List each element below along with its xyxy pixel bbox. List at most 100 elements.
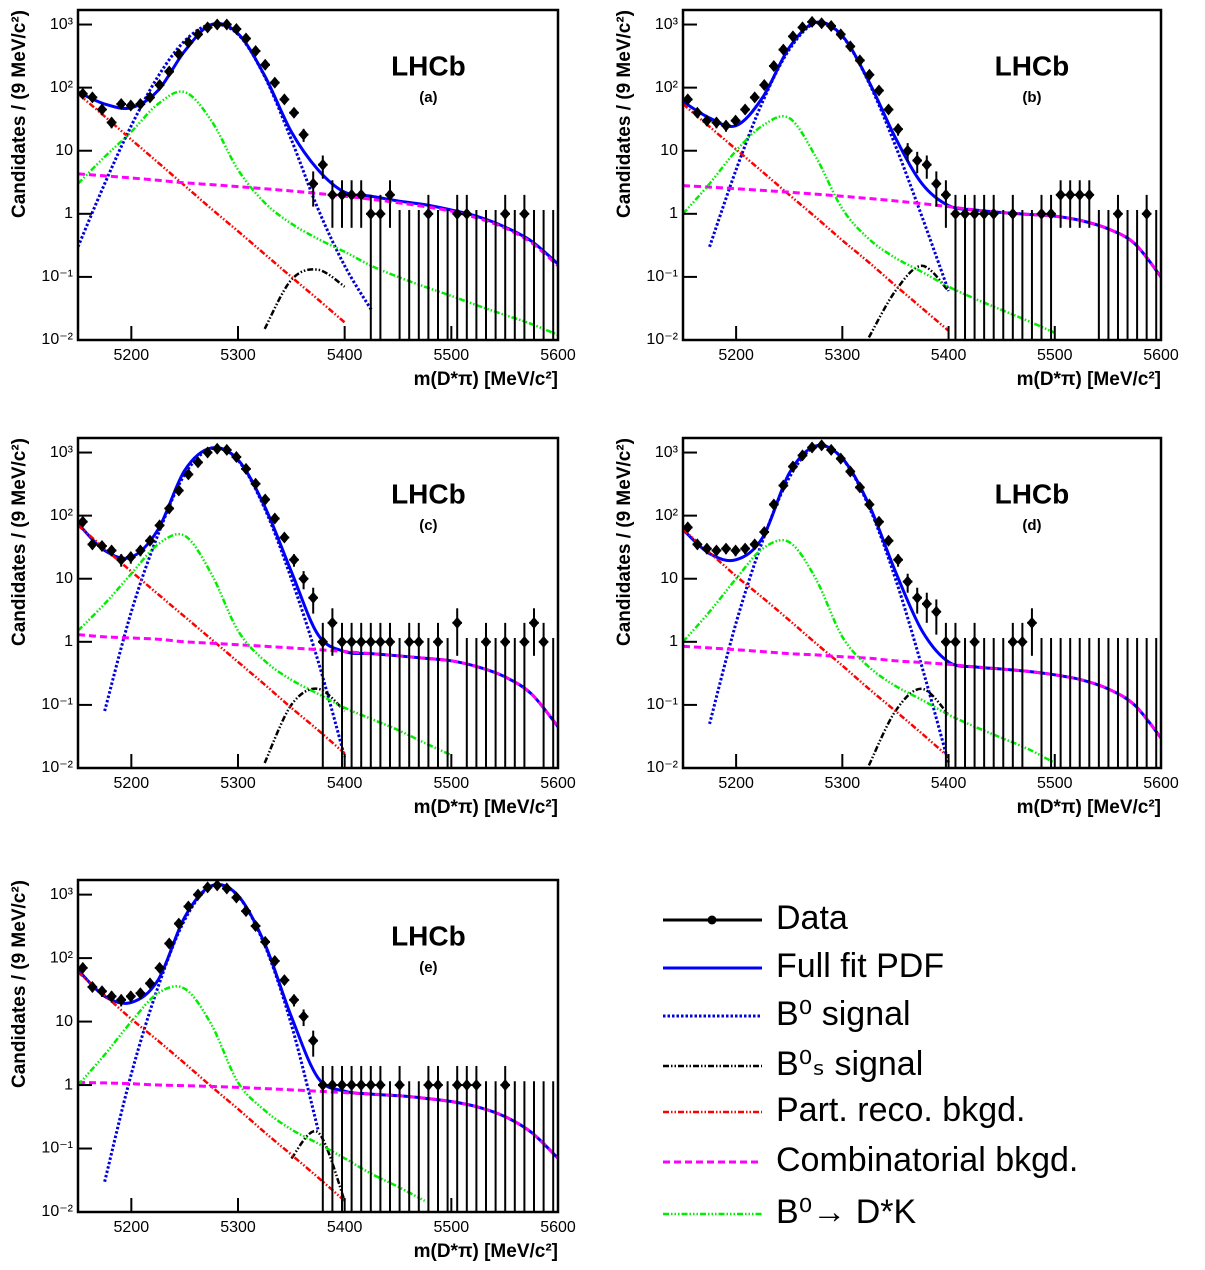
legend-label: Data	[776, 899, 848, 937]
plot-area	[683, 439, 1161, 768]
data-point	[116, 98, 127, 111]
data-point	[721, 542, 732, 555]
data-point	[692, 106, 703, 119]
data-point	[327, 188, 338, 201]
x-tick-label: 5600	[1143, 775, 1179, 792]
x-tick-label: 5300	[220, 775, 256, 792]
fit-curve	[78, 1080, 558, 1160]
data-point	[298, 572, 309, 585]
panel-label: (a)	[419, 89, 437, 106]
data-point	[912, 591, 923, 604]
data-point	[241, 32, 251, 45]
data-point	[279, 531, 290, 544]
x-tick-label: 5500	[434, 347, 470, 364]
x-tick-label: 5200	[114, 347, 150, 364]
fit-curve	[78, 90, 558, 337]
data-point	[1026, 616, 1037, 629]
data-point	[1141, 207, 1152, 220]
x-tick-label: 5200	[114, 775, 150, 792]
data-point	[1074, 188, 1085, 201]
data-point	[461, 1079, 472, 1092]
axes-frame	[76, 878, 560, 1214]
axes-frame	[76, 436, 560, 770]
data-point	[692, 538, 703, 551]
data-point	[845, 465, 856, 478]
data-point	[135, 987, 146, 1000]
data-point	[807, 441, 818, 454]
data-point	[106, 116, 117, 129]
data-point	[356, 1079, 367, 1092]
x-tick-label: 5500	[434, 1219, 470, 1236]
y-tick-label: 10	[55, 1013, 73, 1030]
y-tick-label: 10	[660, 142, 678, 159]
legend: Data Full fit PDF B⁰ signal B⁰ₛ signal Part.…	[663, 899, 1078, 1231]
panel: 10⁻² 10⁻¹ 1 10 10² 10³ 5200 5300 5400 5500 5600 m(D…	[9, 436, 576, 818]
data-point	[740, 542, 751, 555]
data-point	[356, 635, 367, 648]
data-point	[356, 188, 367, 201]
data-point	[317, 1079, 328, 1092]
fit-curve	[867, 264, 950, 339]
x-tick-label: 5400	[327, 1219, 363, 1236]
data-point	[423, 207, 434, 220]
x-tick-label: 5400	[931, 347, 967, 364]
fit-curve	[103, 446, 347, 758]
y-tick-label: 10⁻¹	[646, 696, 678, 713]
x-tick-label: 5600	[540, 775, 576, 792]
x-tick-label: 5200	[114, 1219, 150, 1236]
data-point	[1017, 635, 1028, 648]
experiment-label: LHCb	[995, 50, 1070, 81]
data-point	[452, 207, 463, 220]
data-point	[413, 635, 424, 648]
data-point	[337, 635, 347, 648]
data-point	[883, 103, 894, 116]
data-point	[250, 45, 261, 58]
data-point	[116, 553, 127, 566]
data-point	[1036, 207, 1047, 220]
x-tick-label: 5400	[327, 347, 363, 364]
legend-label: B⁰ₛ signal	[776, 1045, 923, 1083]
data-point	[365, 207, 376, 220]
data-point	[711, 116, 722, 129]
data-point	[1065, 188, 1076, 201]
panel: 10⁻² 10⁻¹ 1 10 10² 10³ 5200 5300 5400 5500 5600 m(D…	[614, 8, 1179, 390]
data-point	[231, 891, 242, 904]
data-point	[97, 103, 107, 116]
data-point	[683, 93, 693, 106]
x-tick-label: 5300	[220, 347, 256, 364]
data-point	[365, 635, 376, 648]
fit-curve	[78, 633, 558, 728]
data-point	[183, 468, 194, 481]
fit-curve	[683, 528, 950, 758]
y-tick-label: 10⁻²	[41, 1203, 73, 1220]
data-point	[797, 449, 808, 462]
data-point	[365, 1079, 376, 1092]
y-tick-label: 10⁻¹	[41, 696, 73, 713]
data-point	[711, 544, 722, 557]
x-tick-label: 5300	[220, 1219, 256, 1236]
data-point	[327, 1079, 338, 1092]
x-axis-label: m(D*π) [MeV/c²]	[1017, 369, 1161, 390]
y-tick-label: 10³	[50, 444, 74, 461]
data-point	[164, 65, 175, 78]
data-point	[202, 446, 213, 459]
data-point	[969, 635, 980, 648]
data-point	[173, 48, 184, 61]
data-point	[787, 460, 798, 473]
data-point	[231, 450, 242, 463]
data-point	[988, 207, 999, 220]
data-point	[221, 18, 232, 31]
data-point	[308, 1034, 319, 1047]
data-point	[375, 1079, 386, 1092]
data-point	[826, 19, 837, 32]
data-point	[864, 498, 875, 511]
y-axis-label: Candidates / (9 MeV/c²)	[614, 438, 635, 646]
x-axis-label: m(D*π) [MeV/c²]	[414, 1241, 558, 1262]
fit-curve	[683, 538, 1056, 765]
data-point	[471, 1079, 482, 1092]
data-point	[893, 553, 904, 566]
data-point	[519, 635, 530, 648]
y-tick-label: 10⁻²	[41, 759, 73, 776]
y-tick-label: 10³	[50, 886, 74, 903]
